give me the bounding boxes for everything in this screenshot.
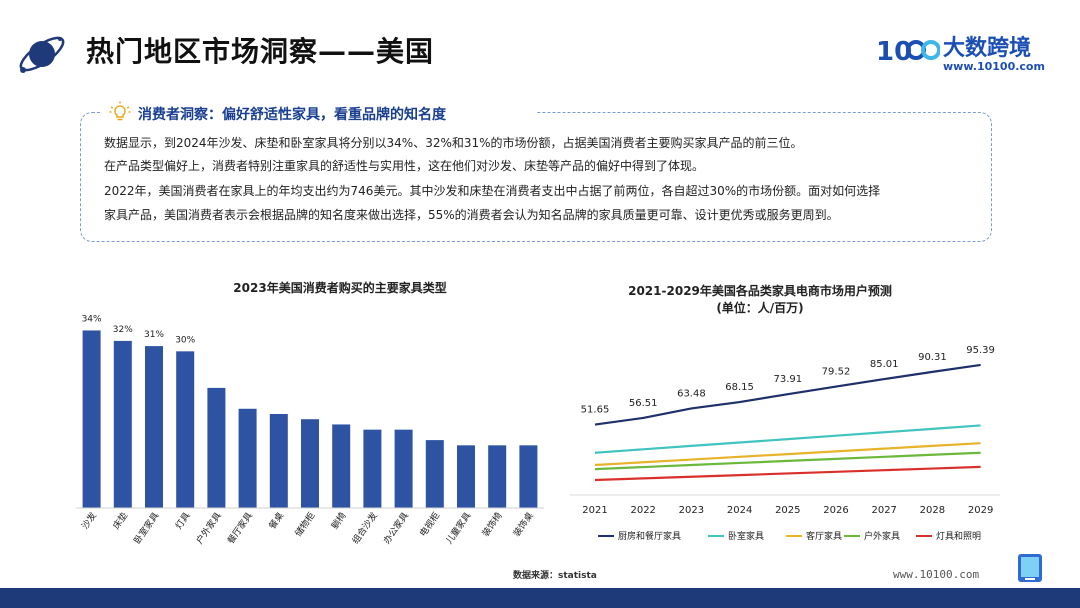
line-data-label: 79.52: [822, 367, 851, 378]
legend-label: 灯具和照明: [936, 531, 981, 542]
line-data-label: 73.91: [773, 374, 802, 385]
bar: [457, 445, 475, 508]
page-title: 热门地区市场洞察——美国: [86, 35, 435, 68]
bar-category-label: 电视柜: [417, 510, 442, 539]
bar-chart-title: 2023年美国消费者购买的主要家具类型: [233, 281, 447, 295]
line-data-label: 63.48: [677, 388, 706, 399]
insight-header: 消费者洞察：偏好舒适性家具，看重品牌的知名度: [100, 100, 536, 126]
legend-label: 客厅家具: [806, 530, 842, 542]
bar-category-label: 储物柜: [292, 510, 317, 539]
line-chart: 2021 2022 2023 2024 2025 2026 2027 2028 2029 51.6…: [570, 345, 1000, 542]
x-tick-label: 2021: [582, 505, 607, 516]
insight-paragraph-4: 家具产品，美国消费者表示会根据品牌的知名度来做出选择，55%的消费者会认为知名品…: [104, 208, 839, 222]
bar-category-label: 餐厅家具: [225, 510, 255, 546]
bottom-bar: [0, 588, 1080, 608]
bar: [301, 419, 319, 508]
planet-logo-icon: [14, 26, 70, 82]
series-line: [594, 363, 981, 426]
insight-paragraph-2: 在产品类型偏好上，消费者特别注重家具的舒适性与实用性，这在他们对沙发、床垫等产品…: [104, 159, 705, 173]
line-data-label: 95.39: [966, 345, 995, 356]
bar: [207, 387, 226, 508]
bar-category-label: 床垫: [110, 510, 130, 532]
brand-name: 大数跨境: [943, 36, 1032, 61]
bar: [394, 429, 413, 508]
bar-category-label: 办公家具: [381, 510, 411, 546]
bar: [113, 340, 132, 508]
line-data-label: 90.31: [918, 352, 947, 363]
legend-label: 厨房和餐厅家具: [618, 530, 681, 542]
bar: [238, 408, 257, 508]
bar: [145, 346, 163, 508]
bar-category-label: 躺椅: [328, 510, 348, 532]
line-data-label: 51.65: [581, 405, 610, 416]
bar: [82, 330, 101, 508]
bar-data-label: 34%: [82, 314, 102, 324]
line-chart-subtitle: (单位：人/百万): [716, 301, 804, 315]
line-chart-title: 2021-2029年美国各品类家具电商市场用户预测: [628, 284, 892, 298]
series-line: [594, 442, 981, 467]
x-tick-label: 2024: [727, 505, 752, 516]
source-note: 数据来源：statista: [513, 571, 597, 581]
bar-chart: 34% 沙发 32% 床垫 31% 卧室家具 30% 灯具 户外家具 餐厅家具 餐桌 储物柜 躺椅 组合沙…: [76, 314, 544, 546]
lightbulb-icon: [108, 101, 132, 129]
brand-logo-text: 10: [876, 37, 912, 67]
bar: [176, 351, 195, 508]
line-data-label: 56.51: [629, 398, 658, 409]
bar-category-label: 装饰桌: [511, 510, 536, 539]
bar-category-label: 卧室家具: [131, 510, 161, 546]
x-tick-label: 2023: [679, 505, 704, 516]
bar-category-label: 装饰椅: [479, 510, 504, 539]
bar: [269, 414, 288, 508]
x-tick-label: 2022: [630, 505, 655, 516]
bar-category-label: 灯具: [173, 510, 192, 531]
series-line: [594, 424, 981, 454]
bar-category-label: 儿童家具: [443, 510, 473, 546]
insight-title: 消费者洞察：偏好舒适性家具，看重品牌的知名度: [138, 107, 446, 123]
legend-label: 卧室家具: [728, 530, 764, 542]
bar-data-label: 31%: [144, 330, 164, 340]
bar-data-label: 32%: [113, 325, 133, 335]
bar: [363, 429, 382, 508]
series-line: [594, 451, 981, 471]
insight-paragraph-3: 2022年，美国消费者在家具上的年均支出约为746美元。其中沙发和床垫在消费者支…: [104, 184, 881, 198]
x-tick-label: 2029: [968, 505, 993, 516]
bar-category-label: 餐桌: [266, 510, 286, 532]
bar: [332, 424, 351, 508]
x-tick-label: 2026: [823, 505, 848, 516]
line-data-label: 85.01: [870, 359, 899, 370]
bar-category-label: 沙发: [79, 510, 99, 532]
insight-box: [80, 112, 992, 242]
bar-data-label: 30%: [175, 335, 195, 345]
bar-category-label: 组合沙发: [349, 510, 379, 546]
bar: [519, 445, 538, 508]
line-data-label: 68.15: [725, 382, 754, 393]
brand-url: www.10100.com: [943, 60, 1045, 73]
x-tick-label: 2027: [871, 505, 896, 516]
insight-paragraph-1: 数据显示，到2024年沙发、床垫和卧室家具将分别以34%、32%和31%的市场份…: [104, 136, 803, 150]
bar: [488, 445, 507, 508]
brand-logo-icon: 10: [876, 30, 941, 70]
phone-icon: [1016, 552, 1044, 590]
series-line: [594, 465, 981, 482]
x-tick-label: 2025: [775, 505, 800, 516]
x-tick-label: 2028: [920, 505, 945, 516]
footer-url: www.10100.com: [893, 568, 980, 581]
legend-label: 户外家具: [864, 530, 900, 542]
bar-category-label: 户外家具: [193, 510, 223, 546]
bar: [425, 440, 444, 508]
